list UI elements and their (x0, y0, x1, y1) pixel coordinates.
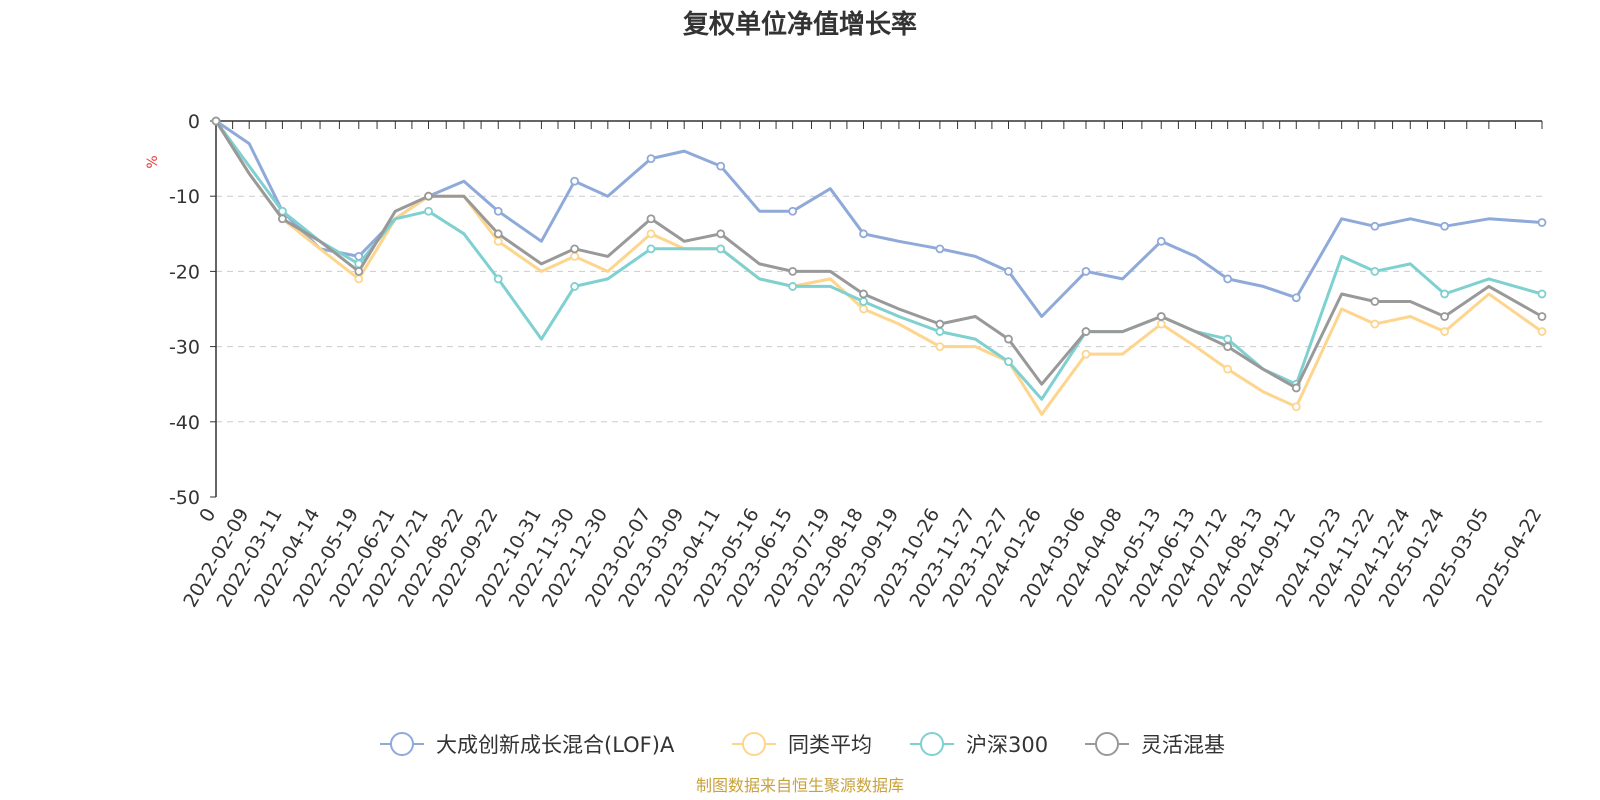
legend-label: 沪深300 (966, 733, 1048, 757)
data-point (788, 282, 798, 291)
data-point (1291, 402, 1301, 412)
data-point (859, 289, 868, 299)
data-point (935, 319, 945, 329)
y-tick-label: -50 (169, 487, 200, 509)
data-point (1291, 383, 1301, 393)
data-point (493, 206, 503, 216)
data-point (493, 274, 503, 284)
series-3 (211, 116, 1547, 393)
data-point (1291, 293, 1301, 303)
data-point (935, 244, 945, 254)
series-lines (211, 116, 1547, 416)
x-axis-ticks: 02022-02-092022-03-112022-04-142022-05-1… (179, 121, 1546, 611)
data-point (1370, 297, 1380, 306)
data-point (935, 342, 945, 352)
data-point (354, 274, 364, 284)
series-2 (211, 116, 1547, 401)
series-0 (211, 116, 1547, 318)
data-point (1440, 312, 1449, 321)
data-point (788, 266, 798, 276)
legend-marker (390, 732, 414, 756)
data-point (646, 229, 656, 239)
data-point (354, 266, 364, 276)
grid-lines (216, 195, 1542, 423)
legend-item[interactable]: 同类平均 (732, 732, 872, 757)
legend-marker (920, 732, 944, 756)
data-point (1223, 334, 1233, 344)
data-point (1223, 342, 1233, 352)
axes (215, 120, 1542, 497)
data-point (211, 116, 221, 126)
data-point (570, 244, 580, 254)
data-point (570, 282, 580, 291)
y-tick-label: 0 (188, 111, 200, 133)
chart-title: 复权单位净值增长率 (683, 9, 917, 40)
data-point (716, 161, 726, 171)
data-point (1081, 266, 1091, 276)
data-point (1537, 289, 1547, 299)
data-point (646, 154, 656, 164)
data-point (1537, 312, 1547, 321)
data-point (859, 229, 868, 239)
legend[interactable]: 大成创新成长混合(LOF)A 同类平均 沪深300 灵活混基 (380, 732, 1225, 757)
data-point (859, 304, 868, 314)
y-tick-label: -40 (169, 412, 200, 434)
data-point (1004, 266, 1013, 276)
data-point (1440, 327, 1449, 336)
legend-label: 大成创新成长混合(LOF)A (436, 733, 675, 757)
data-point (1223, 364, 1233, 374)
data-point (646, 244, 656, 254)
series-line (214, 120, 1543, 401)
legend-label: 同类平均 (788, 733, 872, 757)
data-point (1440, 289, 1449, 299)
series-line (214, 120, 1543, 390)
data-point (1156, 236, 1166, 246)
data-point (1440, 221, 1449, 231)
data-point (1537, 327, 1547, 336)
legend-marker (1095, 732, 1119, 756)
legend-marker (742, 732, 766, 756)
y-tick-label: -20 (169, 261, 200, 283)
series-line (214, 120, 1543, 416)
data-point (570, 176, 580, 186)
data-point (1370, 266, 1380, 276)
legend-item[interactable]: 灵活混基 (1085, 732, 1225, 757)
y-axis-ticks: 0 -10 -20 -30 -40 -50 (169, 111, 216, 509)
data-point (1004, 357, 1013, 367)
source-note: 制图数据来自恒生聚源数据库 (696, 776, 904, 795)
data-point (424, 206, 433, 216)
data-point (646, 214, 656, 224)
data-point (1537, 218, 1547, 227)
data-point (716, 229, 726, 239)
data-point (1156, 312, 1166, 321)
series-1 (211, 116, 1547, 416)
data-point (1004, 334, 1013, 344)
data-point (859, 297, 868, 306)
data-point (716, 244, 726, 254)
y-axis-unit: % (145, 155, 161, 168)
data-point (788, 206, 798, 216)
data-point (424, 191, 433, 201)
data-point (935, 327, 945, 336)
legend-item[interactable]: 大成创新成长混合(LOF)A (380, 732, 675, 757)
data-point (1223, 274, 1233, 284)
data-point (1081, 349, 1091, 359)
data-point (493, 229, 503, 239)
data-point (1156, 319, 1166, 329)
data-point (493, 236, 503, 246)
data-point (1370, 319, 1380, 329)
y-tick-label: -30 (169, 337, 200, 359)
data-point (278, 214, 287, 224)
data-point (570, 251, 580, 261)
series-line (215, 119, 1543, 318)
x-tick-label: 0 (195, 505, 220, 526)
y-tick-label: -10 (169, 186, 200, 208)
legend-item[interactable]: 沪深300 (910, 732, 1048, 757)
data-point (1081, 327, 1091, 336)
legend-label: 灵活混基 (1141, 733, 1225, 757)
data-point (1370, 221, 1380, 231)
